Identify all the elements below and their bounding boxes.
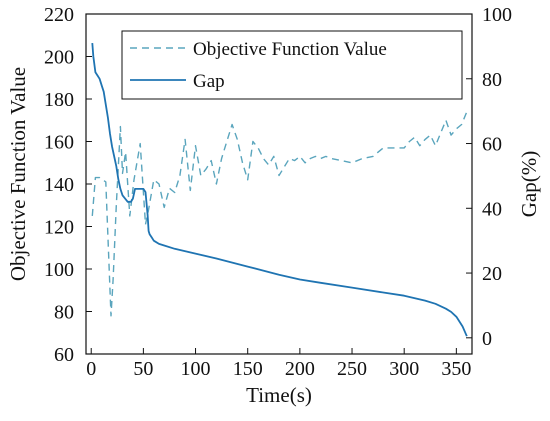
y-left-tick-label: 220: [44, 4, 74, 26]
y-axis-right-title: Gap(%): [517, 151, 541, 217]
series-line-gap: [91, 43, 468, 337]
y-left-tick-label: 180: [44, 89, 74, 111]
y-left-tick-label: 140: [44, 174, 74, 196]
x-tick-label: 50: [133, 358, 153, 380]
y-left-tick-label: 100: [44, 259, 74, 281]
x-tick-label: 0: [86, 358, 96, 380]
x-tick-label: 350: [441, 358, 471, 380]
y-right-tick-label: 60: [482, 134, 502, 156]
y-left-tick-label: 160: [44, 132, 74, 154]
y-left-tick-label: 200: [44, 47, 74, 69]
series-line-objective-function-value: [91, 111, 470, 317]
x-axis-title: Time(s): [246, 383, 312, 407]
legend-label-gap: Gap: [193, 71, 225, 92]
y-right-tick-label: 100: [482, 4, 512, 26]
x-tick-label: 200: [285, 358, 315, 380]
legend-box: [121, 30, 463, 100]
y-left-tick-label: 60: [54, 344, 74, 366]
legend-label-objective-function-value: Objective Function Value: [193, 39, 387, 60]
x-tick-label: 250: [337, 358, 367, 380]
y-axis-left-title: Objective Function Value: [6, 67, 30, 281]
y-right-tick-label: 20: [482, 263, 502, 285]
y-left-tick-label: 80: [54, 302, 74, 324]
y-right-tick-label: 40: [482, 198, 502, 220]
legend: Objective Function Value Gap: [121, 30, 463, 100]
x-tick-label: 300: [389, 358, 419, 380]
y-left-tick-label: 120: [44, 217, 74, 239]
series-layer: [91, 43, 470, 337]
x-tick-label: 150: [233, 358, 263, 380]
y-right-tick-label: 0: [482, 328, 492, 350]
y-right-tick-label: 80: [482, 69, 502, 91]
axes-layer: 0 50 100 150 200 250 300 3506080100120140160180…: [44, 4, 512, 380]
x-tick-label: 100: [181, 358, 211, 380]
